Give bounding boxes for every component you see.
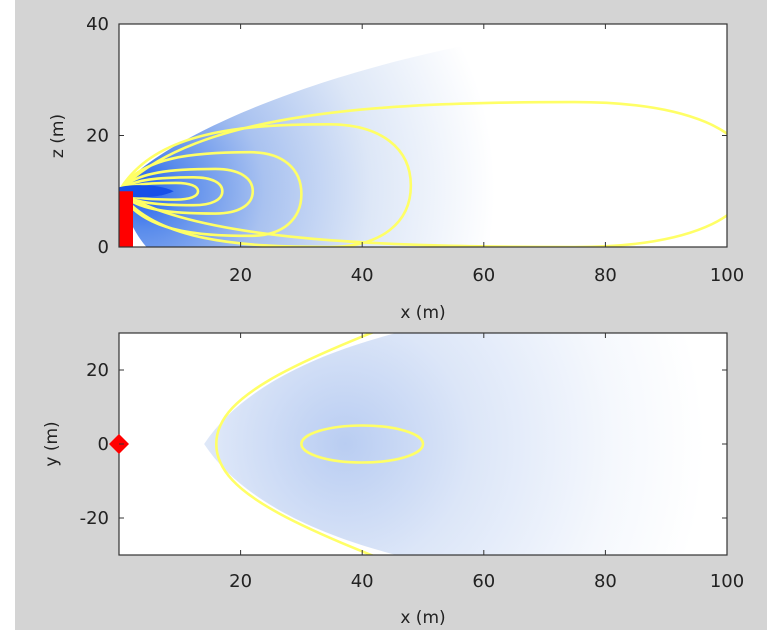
plan-view-ytick-label: 20 xyxy=(86,360,109,381)
plan-view-xtick-label: 20 xyxy=(229,571,252,592)
side-view-xtick-label: 80 xyxy=(594,265,617,286)
side-view-contour-line xyxy=(119,100,727,247)
side-view-plot-area xyxy=(119,24,727,247)
side-view-concentration-field xyxy=(119,24,727,247)
plan-view-xtick-label: 60 xyxy=(472,571,495,592)
plan-view-contours xyxy=(214,333,425,555)
plan-view-ytick-label: -20 xyxy=(80,508,109,529)
side-view-xtick-label: 40 xyxy=(351,265,374,286)
plan-view-plot-area xyxy=(204,333,727,555)
side-view-contours xyxy=(119,100,727,247)
side-view-ytick-label: 40 xyxy=(86,14,109,35)
side-view-xtick-label: 100 xyxy=(710,265,744,286)
stack-source-marker xyxy=(119,191,133,247)
side-view-panel: 20 40 60 80 100 0 20 40 x (m) z (m) xyxy=(48,14,744,323)
side-view-ytick-label: 0 xyxy=(98,237,109,258)
figure-canvas: 20 40 60 80 100 0 20 40 x (m) z (m) 20 40 60 80 100… xyxy=(42,14,744,628)
side-view-contour-line xyxy=(119,176,224,207)
figure-window: 20 40 60 80 100 0 20 40 x (m) z (m) 20 40 60 80 100… xyxy=(15,0,767,630)
plan-view-ytick-label: 0 xyxy=(98,434,109,455)
side-view-contour-line xyxy=(119,123,413,247)
side-view-xlabel: x (m) xyxy=(400,303,445,323)
side-view-contour-line xyxy=(119,167,255,215)
plan-view-contour-line xyxy=(214,333,375,555)
side-view-ytick-label: 20 xyxy=(86,126,109,147)
side-view-contour-line xyxy=(119,181,200,201)
plan-view-xtick-label: 100 xyxy=(710,571,744,592)
side-view-xtick-label: 60 xyxy=(472,265,495,286)
plan-view-xlabel: x (m) xyxy=(400,608,445,628)
plan-view-panel: 20 40 60 80 100 -20 0 20 x (m) y (m) xyxy=(42,332,744,628)
plan-view-concentration-field xyxy=(204,333,727,555)
plan-view-ylabel: y (m) xyxy=(42,421,62,466)
side-view-xtick-label: 20 xyxy=(229,265,252,286)
plan-view-contour-line xyxy=(300,424,425,464)
side-view-ticks: 20 40 60 80 100 0 20 40 xyxy=(86,14,744,286)
side-view-ylabel: z (m) xyxy=(48,114,68,158)
plan-view-xtick-label: 80 xyxy=(594,571,617,592)
side-view-contour-line xyxy=(119,150,303,238)
plan-view-ticks: 20 40 60 80 100 -20 0 20 xyxy=(80,333,744,592)
plan-view-xtick-label: 40 xyxy=(351,571,374,592)
